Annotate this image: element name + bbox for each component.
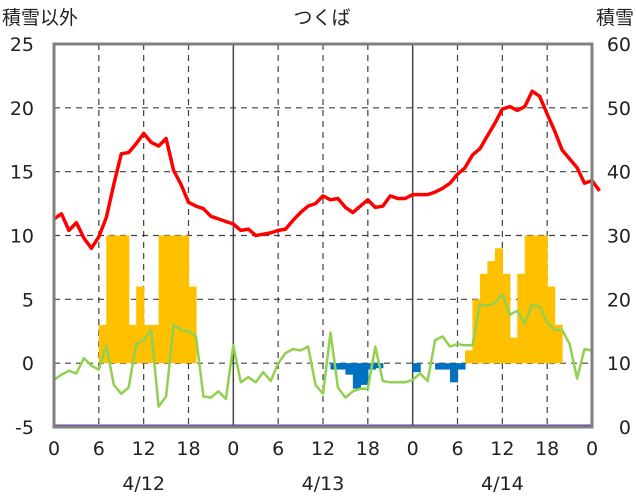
bar-8 [158, 235, 167, 364]
bar-28 [487, 261, 496, 364]
bar-16 [352, 363, 361, 389]
right-tick-label-4: 20 [607, 289, 631, 311]
bar-12 [188, 286, 197, 364]
bar-1 [106, 235, 115, 364]
bar-31 [509, 337, 518, 364]
bar-21 [435, 363, 444, 370]
left-tick-label-6: -5 [15, 417, 34, 439]
day-label-2: 4/14 [481, 473, 524, 495]
bar-6 [143, 324, 152, 364]
x-tick-label-0: 0 [48, 438, 60, 460]
x-tick-label-5: 6 [272, 438, 284, 460]
plot-frame [52, 42, 594, 429]
bar-4 [128, 324, 137, 364]
x-tick-label-9: 6 [451, 438, 463, 460]
left-y-axis: 25 20 15 10 5 0 -5 [10, 34, 34, 439]
bar-5 [136, 286, 145, 364]
x-tick-label-6: 12 [311, 438, 335, 460]
bar-37 [554, 324, 563, 364]
day-labels: 4/12 4/13 4/14 [122, 473, 523, 495]
day-label-1: 4/13 [302, 473, 345, 495]
bar-33 [524, 235, 533, 364]
x-tick-label-10: 12 [490, 438, 514, 460]
bar-29 [494, 248, 503, 364]
right-tick-label-1: 50 [607, 98, 631, 120]
chart-title: つくば [293, 7, 350, 29]
day-label-0: 4/12 [122, 473, 165, 495]
left-tick-label-3: 10 [10, 226, 34, 248]
bar-10 [173, 235, 182, 364]
bar-30 [502, 273, 511, 364]
bar-9 [166, 235, 175, 364]
bar-2 [113, 235, 122, 364]
bar-24 [457, 363, 466, 370]
right-y-axis: 60 50 40 30 20 10 0 [607, 34, 631, 439]
temperature-line [53, 89, 601, 251]
bar-17 [360, 363, 369, 385]
bar-0 [98, 324, 107, 364]
bar-35 [539, 235, 548, 364]
x-tick-label-12: 0 [586, 438, 598, 460]
bar-27 [479, 273, 488, 364]
x-tick-label-11: 18 [535, 438, 559, 460]
right-axis-title: 積雪 [596, 7, 634, 29]
x-tick-label-2: 12 [132, 438, 156, 460]
green-series-line [53, 292, 593, 408]
bar-23 [450, 363, 459, 383]
x-tick-label-3: 18 [176, 438, 200, 460]
bar-25 [464, 350, 474, 364]
left-tick-label-1: 20 [10, 98, 34, 120]
bar-20 [412, 363, 421, 373]
x-tick-label-4: 0 [227, 438, 239, 460]
x-tick-label-8: 0 [407, 438, 419, 460]
left-axis-title: 積雪以外 [2, 7, 78, 29]
right-tick-label-0: 60 [607, 34, 631, 56]
right-tick-label-2: 40 [607, 162, 631, 184]
x-tick-label-7: 18 [356, 438, 380, 460]
left-tick-label-0: 25 [10, 34, 34, 56]
x-axis: 0 6 12 18 0 6 12 18 0 6 12 18 0 [48, 438, 598, 460]
bar-14 [337, 363, 347, 370]
right-tick-label-3: 30 [607, 226, 631, 248]
bar-7 [151, 324, 160, 364]
bar-34 [532, 235, 541, 364]
right-tick-label-6: 0 [619, 417, 631, 439]
left-tick-label-2: 15 [10, 162, 34, 184]
bar-11 [181, 235, 190, 364]
left-tick-label-4: 5 [22, 289, 34, 311]
x-tick-label-1: 6 [93, 438, 105, 460]
bar-22 [442, 363, 451, 370]
right-tick-label-5: 10 [607, 353, 631, 375]
bar-15 [345, 363, 354, 375]
bar-series [98, 235, 563, 389]
bar-3 [121, 235, 130, 364]
bar-26 [472, 299, 481, 364]
left-tick-label-5: 0 [22, 353, 34, 375]
